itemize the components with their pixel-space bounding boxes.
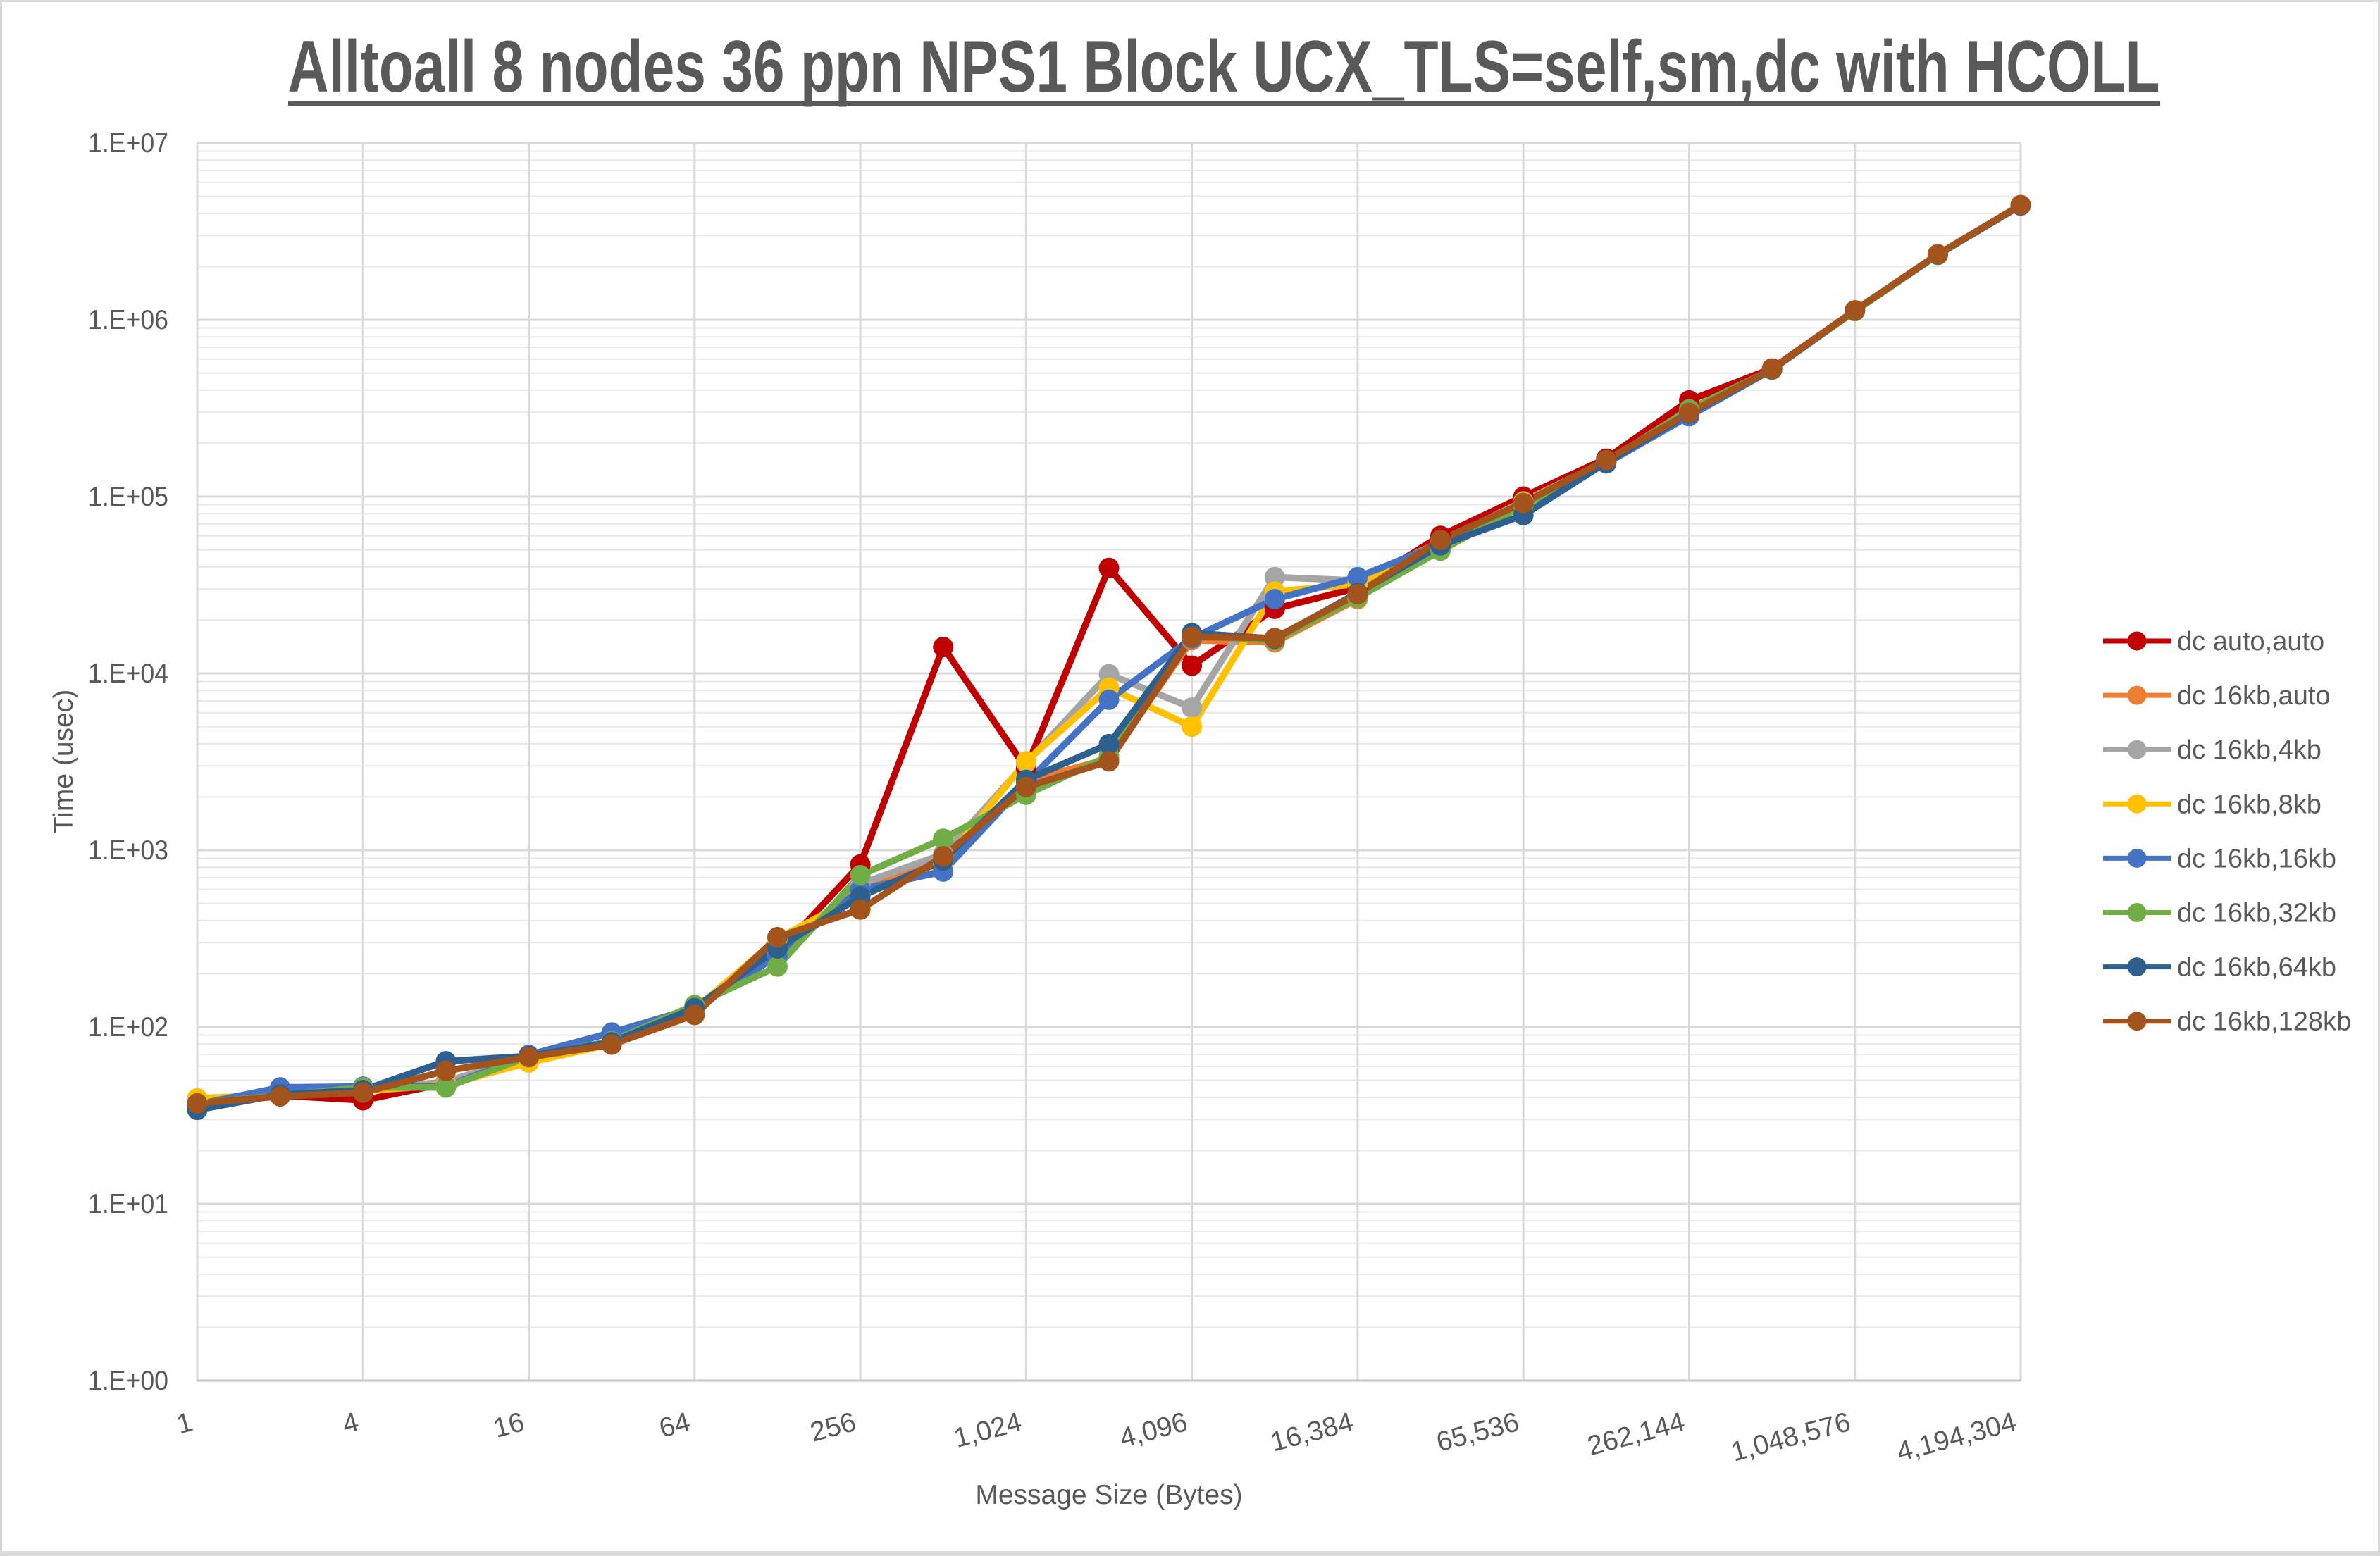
svg-text:1.E+04: 1.E+04	[88, 659, 168, 689]
svg-text:Alltoall 8 nodes 36 ppn NPS1 B: Alltoall 8 nodes 36 ppn NPS1 Block UCX_T…	[288, 26, 2160, 108]
svg-text:dc 16kb,128kb: dc 16kb,128kb	[2177, 1007, 2351, 1037]
svg-text:1.E+00: 1.E+00	[88, 1366, 168, 1396]
svg-text:dc 16kb,8kb: dc 16kb,8kb	[2177, 790, 2322, 819]
svg-text:dc 16kb,32kb: dc 16kb,32kb	[2177, 899, 2336, 928]
svg-text:1.E+06: 1.E+06	[88, 305, 168, 335]
svg-text:dc 16kb,64kb: dc 16kb,64kb	[2177, 953, 2336, 983]
svg-text:Time (usec): Time (usec)	[49, 690, 79, 833]
svg-text:dc 16kb,auto: dc 16kb,auto	[2177, 681, 2331, 711]
svg-text:1.E+03: 1.E+03	[88, 835, 168, 866]
svg-text:1.E+01: 1.E+01	[88, 1189, 168, 1219]
svg-text:1.E+05: 1.E+05	[88, 482, 168, 512]
svg-text:Message Size (Bytes): Message Size (Bytes)	[975, 1480, 1242, 1510]
svg-text:dc 16kb,16kb: dc 16kb,16kb	[2177, 844, 2336, 873]
svg-text:1.E+02: 1.E+02	[88, 1012, 168, 1042]
svg-text:dc auto,auto: dc auto,auto	[2177, 627, 2324, 656]
svg-text:dc 16kb,4kb: dc 16kb,4kb	[2177, 735, 2322, 765]
svg-text:1.E+07: 1.E+07	[88, 128, 168, 158]
